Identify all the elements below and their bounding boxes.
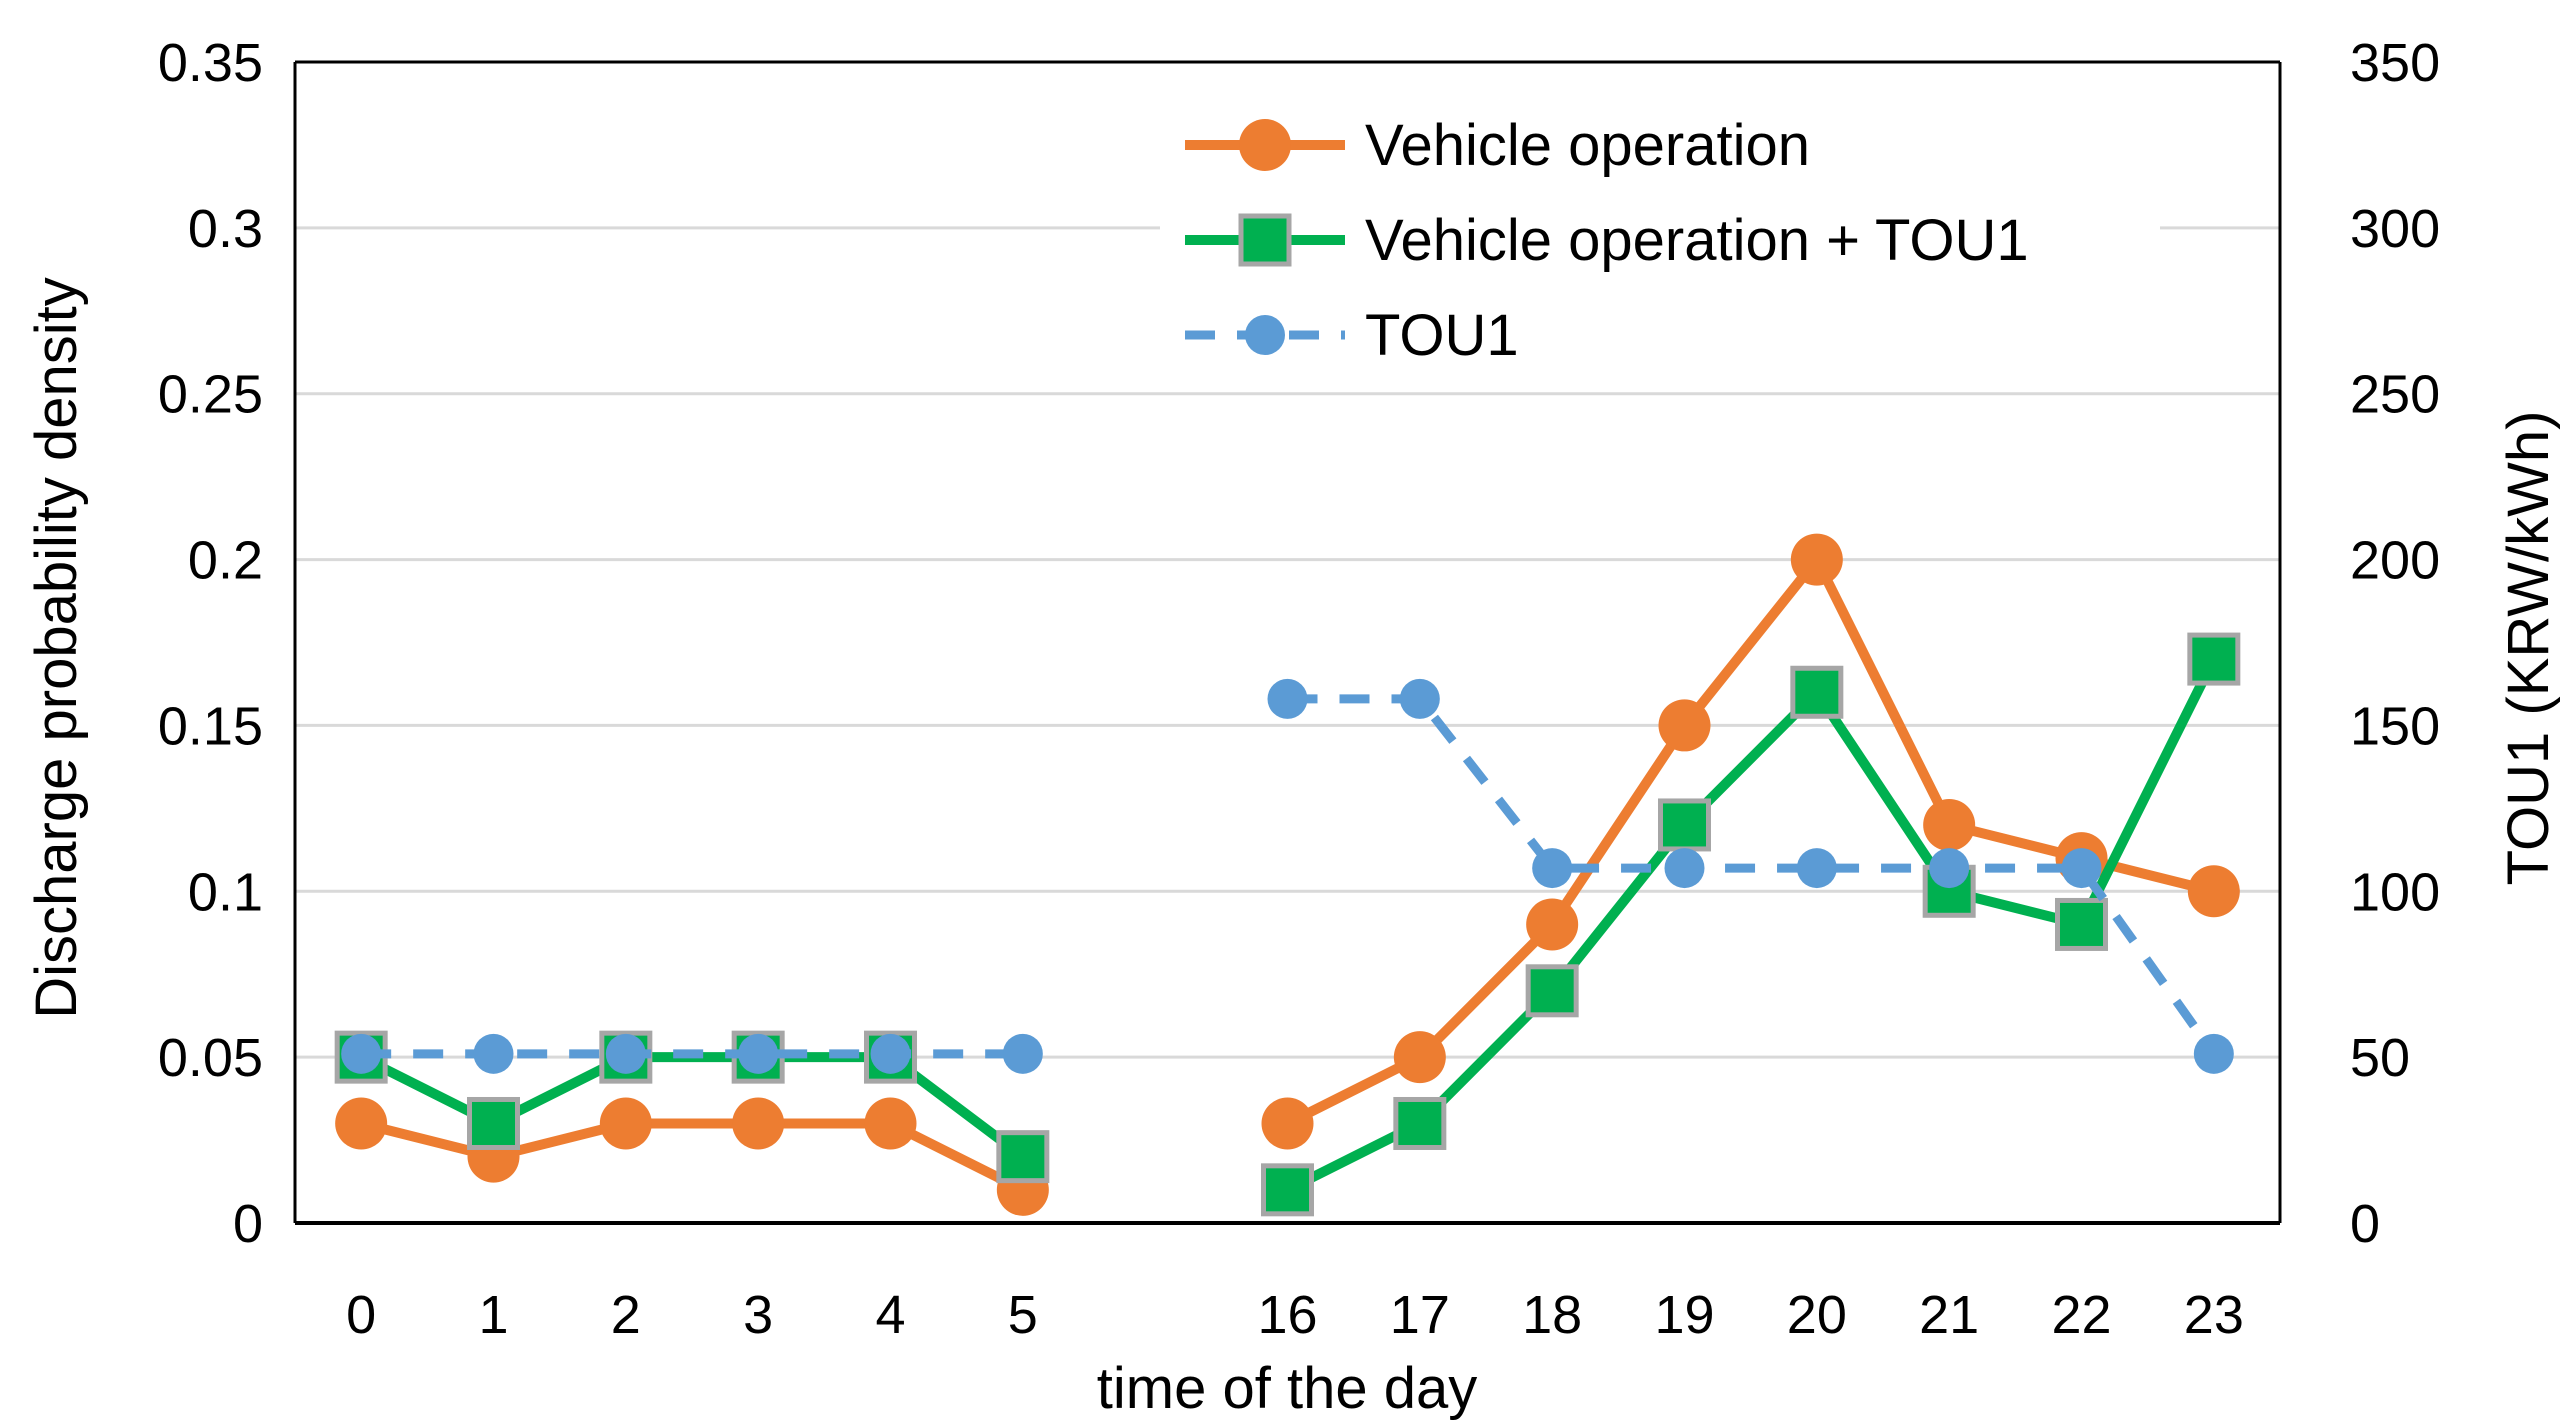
data-point bbox=[1658, 798, 1711, 852]
data-point bbox=[1261, 1097, 1314, 1150]
series-tou1 bbox=[341, 678, 2234, 1074]
y2-tick-label: 100 bbox=[2350, 862, 2440, 922]
x-tick-label: 2 bbox=[611, 1285, 641, 1345]
data-point bbox=[1002, 1033, 1043, 1074]
data-point bbox=[2061, 848, 2102, 889]
data-point bbox=[1399, 678, 1440, 719]
x-tick-label: 23 bbox=[2184, 1285, 2244, 1345]
legend-swatch-marker bbox=[1245, 315, 1285, 355]
x-tick-label: 3 bbox=[743, 1285, 773, 1345]
legend-label: TOU1 bbox=[1365, 303, 1519, 368]
y2-tick-label: 250 bbox=[2350, 365, 2440, 425]
data-point bbox=[335, 1097, 388, 1150]
legend-swatch-marker bbox=[1238, 213, 1292, 267]
legend: Vehicle operation Vehicle operation + TOU… bbox=[1160, 95, 2160, 385]
x-tick-label: 1 bbox=[478, 1285, 508, 1345]
data-point bbox=[605, 1033, 646, 1074]
data-point bbox=[467, 1096, 520, 1150]
data-point bbox=[473, 1033, 514, 1074]
y2-tick-label: 0 bbox=[2350, 1194, 2380, 1254]
x-axis-title: time of the day bbox=[1097, 1356, 1477, 1421]
x-tick-label: 20 bbox=[1787, 1285, 1847, 1345]
y-tick-label: 0.35 bbox=[158, 33, 263, 93]
data-point bbox=[864, 1097, 917, 1150]
y2-tick-label: 350 bbox=[2350, 33, 2440, 93]
y-tick-label: 0.25 bbox=[158, 365, 263, 425]
series-layer bbox=[334, 533, 2241, 1217]
data-point bbox=[2187, 865, 2240, 918]
x-tick-label: 0 bbox=[346, 1285, 376, 1345]
x-axis-tick-labels: 0 1 2 3 4 5 16 17 18 19 20 21 22 23 bbox=[346, 1285, 2244, 1345]
y-tick-label: 0.3 bbox=[188, 199, 263, 259]
y2-tick-label: 50 bbox=[2350, 1028, 2410, 1088]
data-point bbox=[732, 1097, 785, 1150]
data-point bbox=[1790, 665, 1844, 719]
series-line bbox=[356, 1118, 1028, 1195]
data-point bbox=[1929, 848, 1970, 889]
data-point bbox=[1526, 898, 1579, 951]
legend-label: Vehicle operation + TOU1 bbox=[1365, 208, 2029, 273]
y2-tick-label: 200 bbox=[2350, 531, 2440, 591]
data-point bbox=[996, 1130, 1050, 1184]
data-point bbox=[599, 1097, 652, 1150]
legend-entry: Vehicle operation bbox=[1185, 113, 1810, 178]
x-tick-label: 5 bbox=[1008, 1285, 1038, 1345]
data-point bbox=[1796, 848, 1837, 889]
x-tick-label: 16 bbox=[1257, 1285, 1317, 1345]
x-tick-label: 19 bbox=[1654, 1285, 1714, 1345]
data-point bbox=[1923, 798, 1976, 851]
y-tick-label: 0.15 bbox=[158, 696, 263, 756]
data-point bbox=[2193, 1033, 2234, 1074]
legend-entry: Vehicle operation + TOU1 bbox=[1185, 208, 2029, 273]
data-point bbox=[2055, 897, 2108, 951]
y-axis-tick-labels: 0 0.05 0.1 0.15 0.2 0.25 0.3 0.35 bbox=[158, 33, 263, 1254]
series-vehicle-operation bbox=[335, 533, 2240, 1216]
data-point bbox=[1532, 848, 1573, 889]
legend-swatch-marker bbox=[1239, 119, 1291, 171]
y-tick-label: 0.2 bbox=[188, 531, 263, 591]
data-point bbox=[1267, 678, 1308, 719]
y2-tick-label: 300 bbox=[2350, 199, 2440, 259]
data-point bbox=[2187, 632, 2241, 686]
data-point bbox=[1261, 1163, 1314, 1217]
data-point bbox=[1664, 848, 1705, 889]
legend-entry: TOU1 bbox=[1185, 303, 1519, 368]
y2-tick-label: 150 bbox=[2350, 696, 2440, 756]
data-point bbox=[870, 1033, 911, 1074]
data-point bbox=[1658, 699, 1711, 752]
x-tick-label: 4 bbox=[875, 1285, 905, 1345]
series-line bbox=[1287, 694, 2218, 1057]
y-tick-label: 0 bbox=[233, 1194, 263, 1254]
legend-label: Vehicle operation bbox=[1365, 113, 1810, 178]
data-point bbox=[1525, 964, 1579, 1018]
data-point bbox=[1393, 1031, 1446, 1084]
y2-axis-tick-labels: 0 50 100 150 200 250 300 350 bbox=[2350, 33, 2440, 1254]
data-point bbox=[1790, 533, 1843, 586]
x-tick-label: 17 bbox=[1390, 1285, 1450, 1345]
y-tick-label: 0.1 bbox=[188, 862, 263, 922]
x-tick-label: 21 bbox=[1919, 1285, 1979, 1345]
y-axis-title: Discharge probability density bbox=[24, 277, 89, 1018]
data-point bbox=[1393, 1096, 1447, 1150]
y2-axis-title: TOU1 (KRW/kWh) bbox=[2496, 411, 2561, 886]
data-point bbox=[738, 1033, 779, 1074]
x-tick-label: 18 bbox=[1522, 1285, 1582, 1345]
x-tick-label: 22 bbox=[2051, 1285, 2111, 1345]
axes bbox=[293, 60, 2282, 1225]
data-point bbox=[341, 1033, 382, 1074]
y-tick-label: 0.05 bbox=[158, 1028, 263, 1088]
